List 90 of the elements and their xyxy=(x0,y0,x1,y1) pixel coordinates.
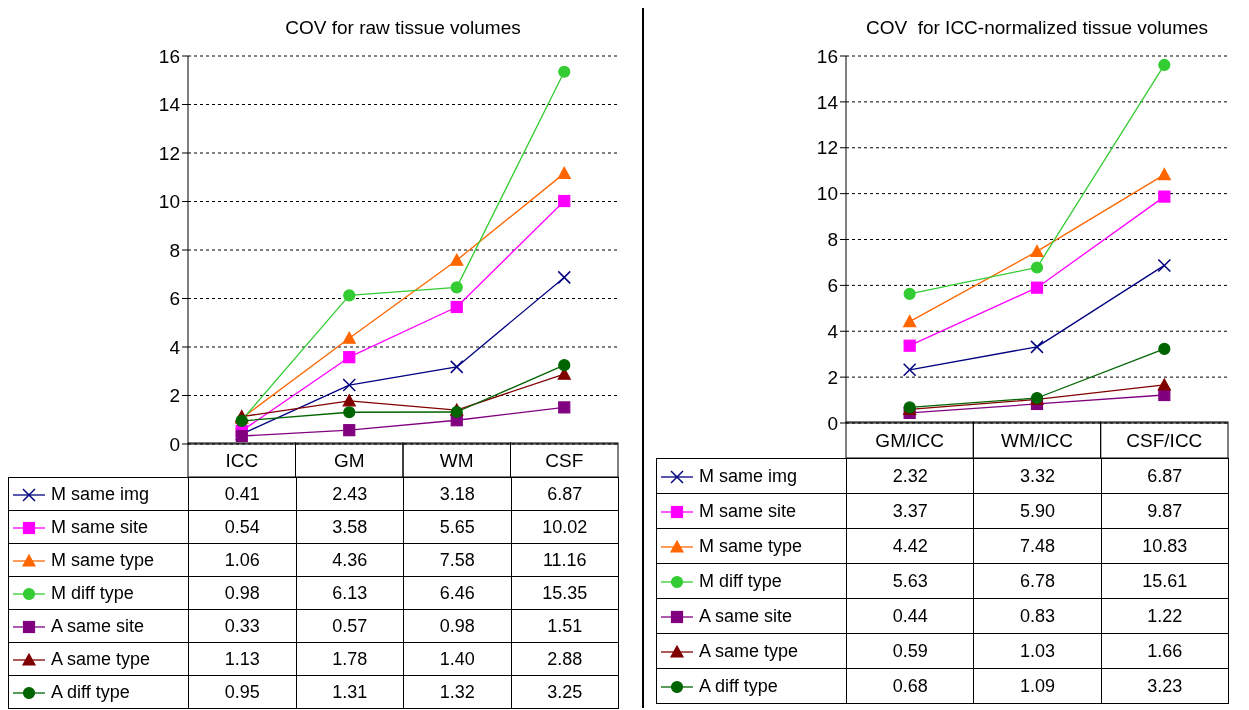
data-label: 3.18 xyxy=(403,477,511,511)
data-label: 0.54 xyxy=(188,510,296,544)
x-tick-label: CSF/ICC xyxy=(1126,430,1203,451)
data-label: 0.41 xyxy=(188,477,296,511)
data-label: 1.22 xyxy=(1101,598,1229,634)
data-label: 0.33 xyxy=(188,609,296,643)
y-tick-label: 10 xyxy=(158,191,180,213)
y-tick-label: 8 xyxy=(827,229,838,251)
y-tick-label: 2 xyxy=(169,385,180,407)
y-tick-label: 4 xyxy=(169,336,181,358)
data-label: 0.68 xyxy=(846,668,974,704)
data-label: 3.58 xyxy=(296,510,404,544)
legend-label: A same type xyxy=(51,649,151,669)
x-tick-label: WM xyxy=(439,450,474,471)
y-tick-label: 12 xyxy=(816,137,838,159)
y-tick-label: 0 xyxy=(827,412,838,434)
data-label: 3.25 xyxy=(511,675,619,709)
data-label: 4.36 xyxy=(296,543,404,577)
x-tick-label: ICC xyxy=(225,450,259,471)
x-tick-label: CSF xyxy=(545,450,584,471)
y-tick-label: 6 xyxy=(827,275,838,297)
legend-label: M same type xyxy=(51,550,155,570)
y-tick-label: 8 xyxy=(169,239,180,261)
data-label: 1.06 xyxy=(188,543,296,577)
data-label: 0.44 xyxy=(846,598,974,634)
legend-label: A diff type xyxy=(699,676,778,696)
legend-label: M same img xyxy=(699,466,798,486)
legend-label: M same site xyxy=(699,501,797,521)
legend-label: M same site xyxy=(51,517,149,537)
data-label: 9.87 xyxy=(1101,493,1229,529)
legend-label: M same type xyxy=(699,536,803,556)
y-tick-label: 0 xyxy=(169,433,180,455)
legend-label: M diff type xyxy=(699,571,782,591)
chart-title: COV for ICC-normalized tissue volumes xyxy=(865,17,1209,38)
y-tick-label: 2 xyxy=(827,366,838,388)
legend-label: A same site xyxy=(699,606,793,626)
data-label: 0.98 xyxy=(403,609,511,643)
data-label: 1.40 xyxy=(403,642,511,676)
data-label: 1.66 xyxy=(1101,633,1229,669)
data-label: 15.35 xyxy=(511,576,619,610)
y-tick-label: 14 xyxy=(816,91,839,113)
legend-label: M diff type xyxy=(51,583,134,603)
data-label: 3.37 xyxy=(846,493,974,529)
data-label: 0.98 xyxy=(188,576,296,610)
data-label: 1.03 xyxy=(973,633,1102,669)
y-tick-label: 6 xyxy=(169,288,180,310)
y-tick-label: 12 xyxy=(158,142,180,164)
data-label: 7.58 xyxy=(403,543,511,577)
data-label: 1.09 xyxy=(973,668,1102,704)
data-label: 1.32 xyxy=(403,675,511,709)
legend-label: A same site xyxy=(51,616,145,636)
data-label: 6.46 xyxy=(403,576,511,610)
y-tick-label: 4 xyxy=(827,320,839,342)
y-tick-label: 16 xyxy=(816,45,838,67)
data-label: 0.59 xyxy=(846,633,974,669)
data-label: 5.65 xyxy=(403,510,511,544)
data-label: 2.88 xyxy=(511,642,619,676)
data-label: 6.78 xyxy=(973,563,1102,599)
data-label: 10.83 xyxy=(1101,528,1229,564)
data-label: 15.61 xyxy=(1101,563,1229,599)
data-label: 0.57 xyxy=(296,609,404,643)
data-label: 4.42 xyxy=(846,528,974,564)
data-label: 2.43 xyxy=(296,477,404,511)
y-tick-label: 16 xyxy=(158,45,180,67)
data-label: 1.31 xyxy=(296,675,404,709)
data-label: 2.32 xyxy=(846,458,974,494)
x-tick-label: GM/ICC xyxy=(875,430,944,451)
data-label: 1.78 xyxy=(296,642,404,676)
data-label: 1.13 xyxy=(188,642,296,676)
data-label: 6.87 xyxy=(511,477,619,511)
y-tick-label: 14 xyxy=(158,94,181,116)
data-label: 0.83 xyxy=(973,598,1102,634)
data-label: 7.48 xyxy=(973,528,1102,564)
data-label: 0.95 xyxy=(188,675,296,709)
x-tick-label: GM xyxy=(333,450,365,471)
data-label: 11.16 xyxy=(511,543,619,577)
data-label: 3.32 xyxy=(973,458,1102,494)
data-label: 6.87 xyxy=(1101,458,1229,494)
legend-label: A same type xyxy=(699,641,799,661)
y-tick-label: 10 xyxy=(816,183,838,205)
data-label: 6.13 xyxy=(296,576,404,610)
x-tick-label: WM/ICC xyxy=(1001,430,1073,451)
legend-label: A diff type xyxy=(51,682,130,702)
chart-title: COV for raw tissue volumes xyxy=(285,17,521,38)
data-label: 5.90 xyxy=(973,493,1102,529)
data-label: 10.02 xyxy=(511,510,619,544)
data-label: 1.51 xyxy=(511,609,619,643)
legend-label: M same img xyxy=(51,484,150,504)
data-label: 3.23 xyxy=(1101,668,1229,704)
data-label: 5.63 xyxy=(846,563,974,599)
